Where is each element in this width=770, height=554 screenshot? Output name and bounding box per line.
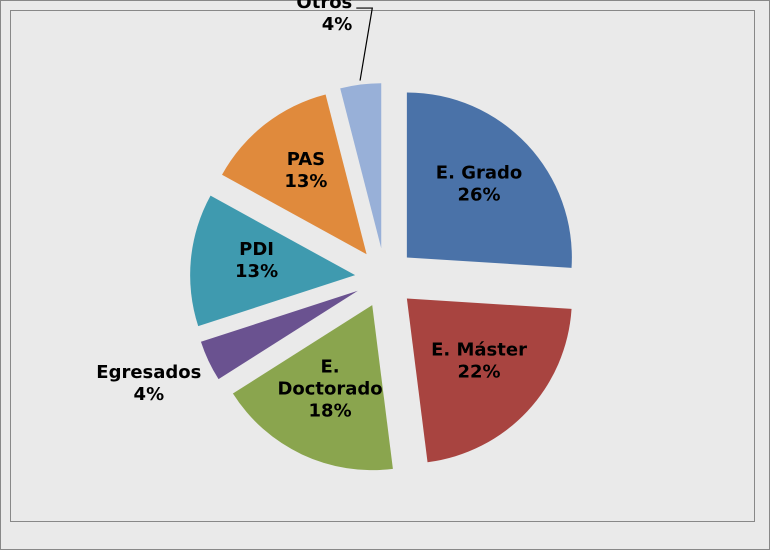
slice-label: E. Grado <box>436 163 522 184</box>
slice-label-line: Doctorado <box>277 379 382 400</box>
slice-label: E. Doctorado <box>277 357 382 400</box>
slice-label: PDI <box>239 239 274 260</box>
pie-slice <box>232 305 393 471</box>
leader-line <box>356 7 373 81</box>
slice-label: PAS <box>287 149 325 170</box>
slice-value-label: 4% <box>134 384 165 405</box>
slice-label-line: E. <box>321 357 340 378</box>
slice-label: E. Máster <box>431 339 527 360</box>
slice-value-label: 22% <box>457 361 500 382</box>
pie-slice <box>340 83 382 249</box>
pie-slice <box>222 94 367 255</box>
slice-value-label: 13% <box>284 171 327 192</box>
slice-value-label: 26% <box>457 185 500 206</box>
slice-value-label: 18% <box>309 401 352 422</box>
pie-slice <box>406 92 572 268</box>
pie-slice <box>200 290 358 380</box>
pie-slice <box>406 298 572 463</box>
slice-label: Otros <box>296 0 352 13</box>
pie-slice <box>190 195 356 327</box>
slice-label: Egresados <box>96 362 201 383</box>
slice-value-label: 4% <box>322 14 353 35</box>
slice-value-label: 13% <box>235 261 278 282</box>
